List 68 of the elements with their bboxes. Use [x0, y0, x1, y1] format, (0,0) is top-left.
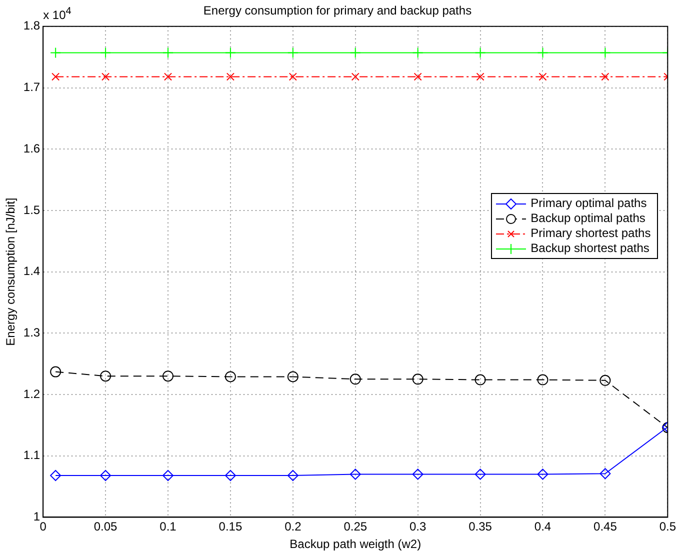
x-tick-label: 0.3	[409, 520, 426, 534]
point	[288, 72, 297, 81]
point	[226, 72, 234, 81]
x-tick-label: 0.05	[94, 520, 118, 534]
point	[537, 468, 548, 480]
point	[474, 374, 486, 386]
point	[164, 72, 172, 81]
legend-label: Backup shortest paths	[530, 241, 650, 256]
point	[224, 47, 236, 58]
point	[538, 72, 547, 81]
x-tick-label: 0.15	[218, 520, 242, 534]
y-tick-label: 1.8	[23, 18, 40, 33]
y-tick-label: 1.6	[23, 141, 40, 156]
point	[350, 47, 361, 58]
point	[287, 470, 298, 481]
point	[162, 47, 174, 58]
point	[287, 47, 298, 58]
point	[537, 374, 548, 386]
chart-title: Energy consumption for primary and backup paths	[203, 4, 472, 18]
legend-label: Primary optimal paths	[530, 196, 647, 212]
point	[600, 47, 611, 58]
x-tick-label: 0.4	[534, 520, 552, 534]
y-tick-label: 1.5	[23, 202, 40, 217]
y-axis-title: Energy consumption [nJ/bit]	[4, 198, 18, 346]
y-tick-label: 1.3	[23, 325, 40, 340]
point	[351, 72, 360, 81]
point	[287, 371, 298, 382]
point	[601, 72, 610, 81]
y-tick-label: 1.4	[23, 264, 40, 278]
x-tick-label: 0.5	[659, 520, 676, 534]
x-axis-title: Backup path weigth (w2)	[290, 537, 422, 552]
legend-label: Backup optimal paths	[530, 211, 646, 226]
point	[350, 374, 361, 385]
point	[412, 47, 424, 58]
y-tick-label: 1.2	[23, 386, 40, 401]
y-tick-label: 1.7	[23, 80, 40, 94]
point	[50, 47, 62, 58]
point	[50, 470, 62, 481]
y-tick-label: 1.1	[23, 448, 40, 462]
point	[100, 470, 112, 481]
point	[412, 374, 424, 385]
point	[102, 72, 110, 81]
point	[476, 72, 484, 81]
point	[537, 47, 548, 58]
point	[414, 72, 422, 81]
point	[412, 468, 424, 480]
point	[474, 468, 486, 480]
point	[224, 371, 236, 382]
point	[600, 468, 611, 480]
text: x 10$^{4}$	[43, 6, 72, 22]
point	[162, 470, 174, 481]
point	[52, 72, 60, 81]
x-tick-label: 0.2	[284, 520, 302, 534]
x-tick-label: 0.35	[468, 520, 492, 534]
x-tick-label: 0.25	[344, 520, 368, 534]
x-tick-label: 0	[40, 520, 47, 534]
point	[224, 470, 236, 481]
point	[350, 468, 361, 480]
point	[600, 374, 611, 386]
point	[474, 47, 486, 58]
legend-label: Primary shortest paths	[530, 226, 651, 242]
point	[50, 366, 62, 378]
point	[100, 370, 112, 382]
x-tick-label: 0.45	[594, 520, 618, 534]
point	[162, 370, 174, 382]
x-tick-label: 0.1	[160, 520, 177, 534]
y-tick-label: 1	[33, 510, 40, 524]
point	[100, 47, 112, 58]
